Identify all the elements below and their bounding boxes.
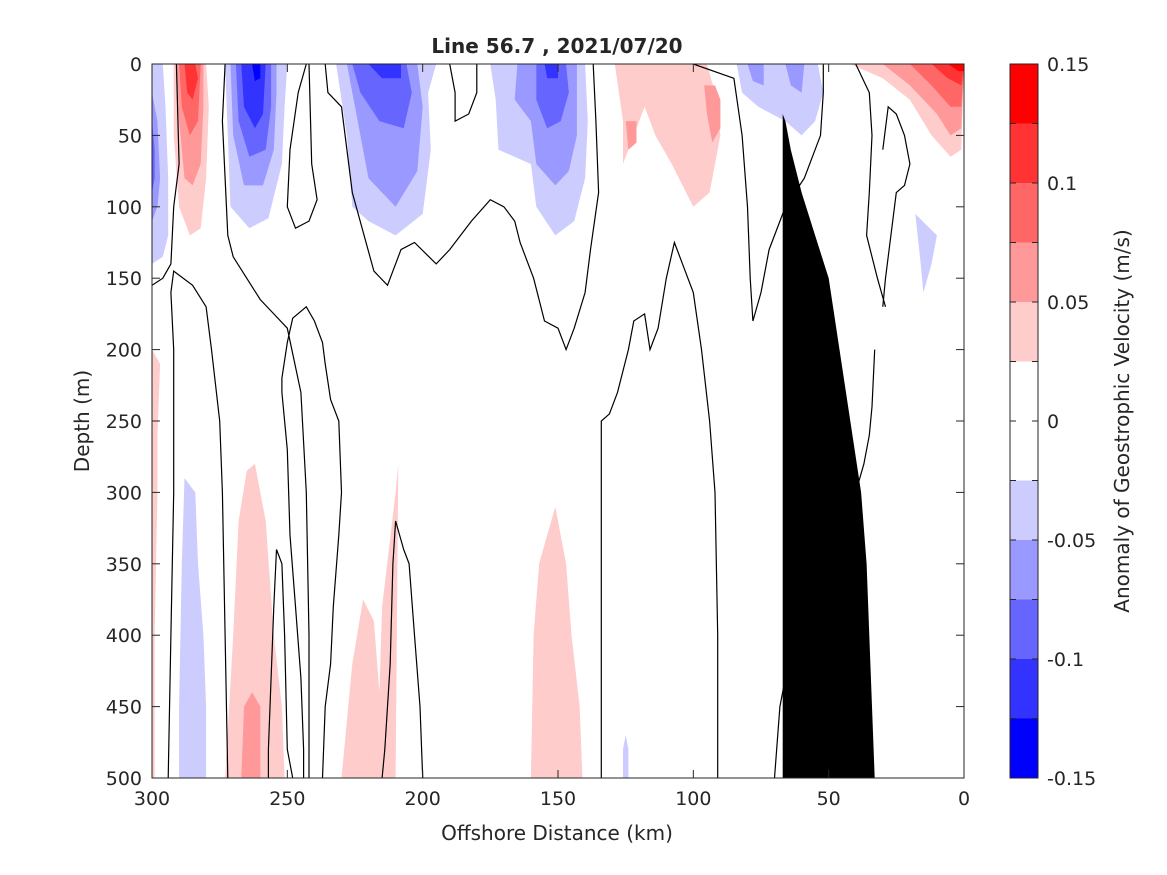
contour-zero-d xyxy=(286,64,318,230)
colorbar-tick-label: 0.15 xyxy=(1047,54,1089,76)
contour-zero-c xyxy=(221,64,310,778)
colorbar-ticks: 0.15 0.1 0.05 0 -0.05 -0.1 -0.15 xyxy=(1010,54,1096,790)
y-axis-label: Depth (m) xyxy=(70,370,94,472)
y-tick-label: 150 xyxy=(106,268,142,290)
contour-zero-b xyxy=(167,270,229,778)
bathymetry-shelf xyxy=(782,114,875,778)
x-tick-label: 300 xyxy=(134,788,170,810)
y-tick-label: 0 xyxy=(130,54,142,76)
bathymetry-layer xyxy=(782,114,875,778)
filled-region-neg-eddy-60-b xyxy=(747,64,764,86)
colorbar-tick-label: -0.1 xyxy=(1047,649,1084,671)
filled-region-neg-eddy-260-d xyxy=(241,64,266,129)
colorbar-level xyxy=(1010,123,1038,183)
colorbar-tick-label: 0 xyxy=(1047,411,1059,433)
filled-region-neg-eddy-60-c xyxy=(785,64,805,93)
x-axis-ticks: 300 250 200 150 100 50 0 xyxy=(134,64,970,810)
x-axis-label: Offshore Distance (km) xyxy=(441,821,673,845)
filled-region-neg-nearshore-far-offshore xyxy=(152,64,169,264)
contour-zero-n xyxy=(882,105,911,307)
filled-region-pos-deep-215 xyxy=(341,463,399,778)
x-tick-label: 150 xyxy=(540,788,576,810)
y-tick-label: 200 xyxy=(106,340,142,362)
contour-zero-e xyxy=(281,305,343,778)
filled-region-pos-eddy-100-a xyxy=(614,64,721,207)
colorbar-level xyxy=(1010,599,1038,659)
contour-zero-i xyxy=(449,64,478,123)
filled-region-pos-eddy-100-b xyxy=(704,85,721,143)
colorbar-tick-label: 0.1 xyxy=(1047,173,1077,195)
x-tick-label: 200 xyxy=(405,788,441,810)
y-tick-label: 250 xyxy=(106,411,142,433)
colorbar-level xyxy=(1010,540,1038,600)
filled-region-neg-core-300km xyxy=(152,92,161,222)
x-tick-label: 50 xyxy=(817,788,841,810)
colorbar-level xyxy=(1010,361,1038,421)
filled-region-neg-coast-shelf xyxy=(915,213,937,293)
filled-region-neg-eddy-260-e xyxy=(252,64,261,82)
y-tick-label: 350 xyxy=(106,554,142,576)
filled-region-neg-eddy-215-d xyxy=(368,64,401,79)
x-tick-label: 100 xyxy=(675,788,711,810)
filled-region-pos-eddy-285-d xyxy=(184,64,198,100)
y-tick-label: 50 xyxy=(118,125,142,147)
colorbar-level xyxy=(1010,183,1038,243)
contour-zero-f xyxy=(267,549,294,778)
contour-lines xyxy=(152,64,911,778)
chart-title: Line 56.7 , 2021/07/20 xyxy=(431,34,682,58)
filled-region-neg-eddy-215-c xyxy=(352,64,412,129)
y-tick-label: 300 xyxy=(106,482,142,504)
filled-region-pos-deep-262-b xyxy=(241,692,261,778)
x-tick-label: 250 xyxy=(269,788,305,810)
filled-region-neg-deep-285 xyxy=(179,478,207,778)
y-tick-label: 450 xyxy=(106,697,142,719)
filled-region-pos-deep-150 xyxy=(530,506,583,778)
colorbar-level xyxy=(1010,659,1038,719)
colorbar-level xyxy=(1010,480,1038,540)
contour-zero-m xyxy=(855,64,887,307)
contour-zero-j xyxy=(600,240,719,778)
filled-region-neg-core-300km-strong xyxy=(152,121,155,193)
colorbar-level xyxy=(1010,302,1038,362)
contour-zero-g xyxy=(324,64,600,352)
filled-region-pos-coast-e xyxy=(947,64,964,72)
colorbar-level xyxy=(1010,718,1038,778)
contour-zero-h xyxy=(381,520,424,778)
filled-region-neg-eddy-150-c xyxy=(536,64,569,129)
y-tick-label: 100 xyxy=(106,197,142,219)
colorbar-level xyxy=(1010,421,1038,481)
filled-region-pos-deep-300 xyxy=(152,349,161,778)
y-axis-ticks: 0 50 100 150 200 250 300 350 400 450 500 xyxy=(106,54,964,790)
y-tick-label: 500 xyxy=(106,768,142,790)
colorbar-tick-label: 0.05 xyxy=(1047,292,1089,314)
colorbar-tick-label: -0.05 xyxy=(1047,530,1096,552)
colorbar xyxy=(1009,63,1039,779)
colorbar-level xyxy=(1010,242,1038,302)
filled-region-neg-eddy-150-d xyxy=(544,64,558,79)
x-tick-label: 0 xyxy=(958,788,970,810)
colorbar-tick-label: -0.15 xyxy=(1047,768,1096,790)
contour-zero-k xyxy=(693,64,824,322)
colorbar-label: Anomaly of Geostrophic Velocity (m/s) xyxy=(1110,229,1134,612)
contour-zero-a xyxy=(152,64,180,286)
y-tick-label: 400 xyxy=(106,625,142,647)
filled-region-neg-deep-125 xyxy=(623,735,629,778)
filled-region-pos-eddy-125 xyxy=(625,121,637,150)
filled-contours xyxy=(152,64,964,778)
filled-region-pos-coast-d xyxy=(931,64,964,86)
colorbar-level xyxy=(1010,64,1038,124)
